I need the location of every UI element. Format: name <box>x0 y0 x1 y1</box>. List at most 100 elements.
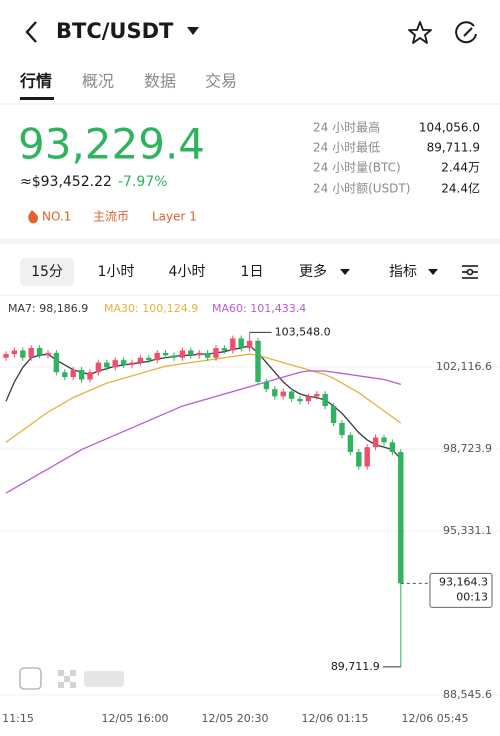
y-tick-label: 98,723.9 <box>443 442 492 455</box>
candle-body <box>137 357 144 363</box>
tab-indicator <box>20 97 54 100</box>
last-price-box <box>429 572 493 608</box>
fullscreen-button[interactable] <box>19 667 42 690</box>
x-tick-label: 12/05 20:30 <box>202 712 269 725</box>
tag[interactable]: 主流币 <box>93 210 129 224</box>
candle-body <box>238 338 244 349</box>
candle-body <box>70 369 76 378</box>
candle-body <box>288 391 295 399</box>
favorite-button[interactable] <box>408 21 432 44</box>
candle-body <box>297 398 303 402</box>
last-price: 93,229.4 <box>18 120 205 169</box>
indicator-legend: MA30: 100,124.9 <box>104 302 198 315</box>
candle-body <box>372 437 379 448</box>
candle-body <box>87 372 93 380</box>
more-menu[interactable]: 更多 <box>299 263 327 280</box>
indicator-legend: MA7: 98,186.9 <box>8 302 88 315</box>
candle-body <box>120 360 127 365</box>
tab[interactable]: 行情 <box>19 72 52 91</box>
x-tick-label: 12/06 01:15 <box>302 712 369 725</box>
candle-body <box>213 348 219 358</box>
section-gap <box>0 238 500 244</box>
chart: MA7: 98,186.9 MA30: 100,124.9 MA60: 101,43… <box>0 302 500 725</box>
interval[interactable]: 15分 <box>31 264 63 280</box>
tab[interactable]: 数据 <box>144 72 176 91</box>
flame-icon <box>28 210 38 224</box>
tag[interactable]: NO.1 <box>42 210 71 224</box>
candle-body <box>356 451 362 467</box>
x-tick-label: 12/05 16:00 <box>102 712 169 725</box>
min-label: 89,711.9 <box>331 660 380 673</box>
candle-body <box>204 352 211 358</box>
candle-body <box>62 372 68 378</box>
candle-body <box>95 362 102 373</box>
back-button[interactable] <box>25 21 37 43</box>
candle-body <box>146 357 152 361</box>
candle-body <box>314 393 320 397</box>
candle-body <box>255 340 261 382</box>
stat-value: 24.4亿 <box>441 181 480 196</box>
candle-body <box>263 381 270 390</box>
tab[interactable]: 交易 <box>205 72 237 91</box>
candle-body <box>78 369 85 380</box>
stat-label: 24 小时最高 <box>313 120 380 135</box>
stat-value: 104,056.0 <box>419 121 480 135</box>
candle-body <box>188 350 194 356</box>
candle-body <box>322 393 328 407</box>
candle-body <box>45 352 51 356</box>
interval[interactable]: 4小时 <box>169 264 206 280</box>
indicator-legend: MA60: 101,433.4 <box>212 302 306 315</box>
ma-line <box>5 370 401 494</box>
ma-line <box>5 353 402 443</box>
max-label: 103,548.0 <box>275 325 331 338</box>
logo-watermark <box>58 670 124 688</box>
candle-body <box>280 391 286 397</box>
candle-body <box>364 447 370 467</box>
x-tick-label: 11:15 <box>2 712 34 725</box>
indicator-menu[interactable]: 指标 <box>389 264 417 280</box>
candle-body <box>3 354 9 358</box>
stat-label: 24 小时最低 <box>313 141 380 155</box>
candle-body <box>347 435 354 452</box>
candle-body <box>11 350 18 355</box>
usd-price: ≈$93,452.22 <box>20 174 112 190</box>
dropdown-caret <box>340 269 350 275</box>
candle-body <box>28 348 34 358</box>
y-tick-label: 95,331.1 <box>443 524 492 537</box>
candle-body <box>129 362 135 365</box>
candle-body <box>339 422 345 436</box>
candle-body <box>398 451 404 584</box>
candle-body <box>272 389 278 397</box>
candle-body <box>171 355 177 358</box>
candle-body <box>179 350 186 358</box>
candle-body <box>381 437 387 443</box>
interval-selected-bg <box>20 258 74 286</box>
pair-dropdown[interactable] <box>187 27 199 35</box>
candle-body <box>104 362 110 368</box>
tag[interactable]: Layer 1 <box>152 210 197 224</box>
candle-body <box>20 350 26 358</box>
dropdown-caret <box>428 269 438 275</box>
y-tick-label: 88,545.6 <box>443 688 492 701</box>
candle-body <box>112 360 118 368</box>
pair-title[interactable]: BTC/USDT <box>56 19 174 43</box>
stat-label: 24 小时量(BTC) <box>313 161 401 175</box>
candle-body <box>196 352 202 356</box>
candle-body <box>221 348 228 351</box>
countdown-label: 00:13 <box>456 590 488 603</box>
interval[interactable]: 1小时 <box>98 264 135 280</box>
settings-button[interactable] <box>462 265 478 279</box>
price-change: -7.97% <box>118 174 168 190</box>
candle-body <box>230 338 236 351</box>
stat-value: 2.44万 <box>441 161 480 175</box>
candle-body <box>246 340 253 349</box>
candle-body <box>154 352 160 361</box>
candle-body <box>36 348 43 356</box>
interval[interactable]: 1日 <box>241 264 264 280</box>
candle-body <box>305 396 312 402</box>
stat-value: 89,711.9 <box>427 141 480 155</box>
tab[interactable]: 概况 <box>82 72 114 91</box>
refresh-button[interactable] <box>455 21 477 44</box>
y-tick-label: 102,116.6 <box>436 360 492 373</box>
